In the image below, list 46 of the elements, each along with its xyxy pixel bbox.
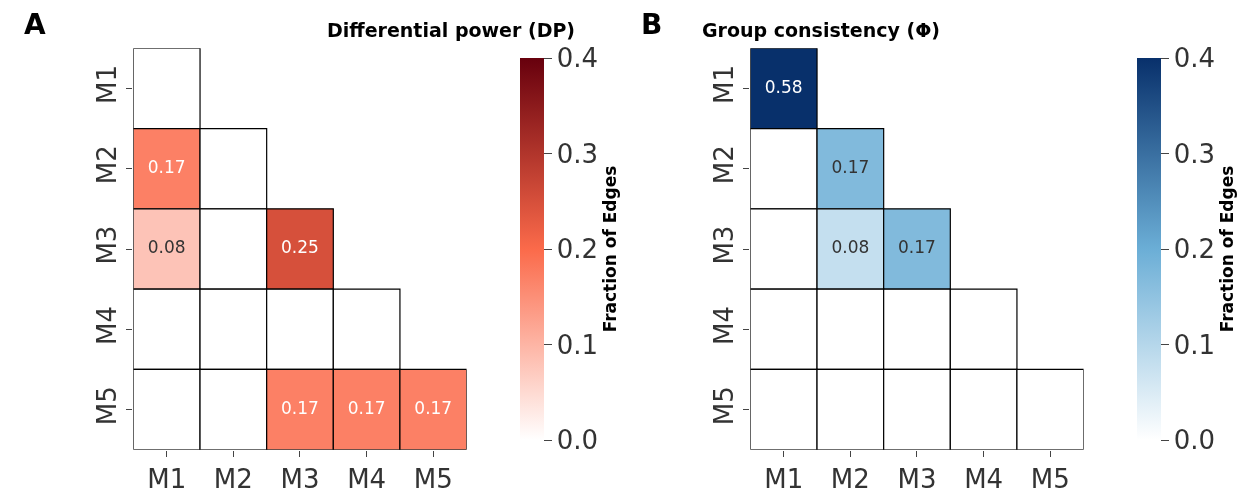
- y-tick-label: M3: [92, 225, 122, 265]
- data-label: 0.17: [281, 397, 319, 418]
- color-bar-label: 0.3: [1173, 138, 1216, 169]
- x-tick-label: M2: [213, 463, 253, 494]
- color-bar-label: 0.1: [1173, 329, 1216, 360]
- text: A: [24, 8, 46, 41]
- data-label: 0.17: [347, 397, 386, 418]
- color-bar-title: Fraction of Edges: [1217, 165, 1238, 333]
- data-label: 0.08: [831, 237, 870, 258]
- y-tick-label: M3: [709, 225, 739, 265]
- y-tick-label: M5: [709, 386, 739, 426]
- color-bar-label: 0.0: [556, 425, 599, 456]
- color-bar-title: Fraction of Edges: [600, 165, 621, 333]
- x-tick-label: M5: [413, 463, 453, 494]
- y-tick-label: M2: [709, 145, 739, 185]
- color-bar-label: 0.4: [556, 43, 599, 74]
- data-label: 0.17: [831, 156, 870, 177]
- data-label: 0.58: [764, 76, 803, 97]
- x-tick-label: M2: [830, 463, 870, 494]
- color-bar-label: 0.0: [1173, 425, 1216, 456]
- color-bar-label: 0.1: [556, 329, 599, 360]
- color-bar-label: 0.4: [1173, 43, 1216, 74]
- x-tick-label: M4: [964, 463, 1004, 494]
- y-tick-label: M2: [92, 145, 122, 185]
- data-label: 0.17: [147, 156, 186, 177]
- x-tick-label: M1: [764, 463, 804, 494]
- y-tick-label: M1: [709, 65, 739, 104]
- data-label: 0.17: [898, 237, 936, 258]
- y-tick-label: M5: [92, 386, 122, 426]
- chart-title: Differential power (DP): [327, 19, 576, 41]
- x-tick-label: M1: [147, 463, 187, 494]
- data-label: 0.17: [414, 397, 453, 418]
- color-bar-label: 0.2: [1173, 234, 1216, 265]
- y-tick-label: M1: [92, 65, 122, 104]
- data-label: 0.08: [147, 237, 186, 258]
- x-tick-label: M5: [1030, 463, 1070, 494]
- y-tick-label: M4: [709, 305, 739, 345]
- data-label: 0.25: [281, 237, 319, 258]
- x-tick-label: M4: [347, 463, 387, 494]
- x-tick-label: M3: [897, 463, 937, 494]
- chart-title: Group consistency (Φ): [702, 19, 941, 41]
- color-bar-label: 0.2: [556, 234, 599, 265]
- text: B: [641, 8, 663, 41]
- y-tick-label: M4: [92, 305, 122, 345]
- color-bar-label: 0.3: [556, 138, 599, 169]
- x-tick-label: M3: [280, 463, 320, 494]
